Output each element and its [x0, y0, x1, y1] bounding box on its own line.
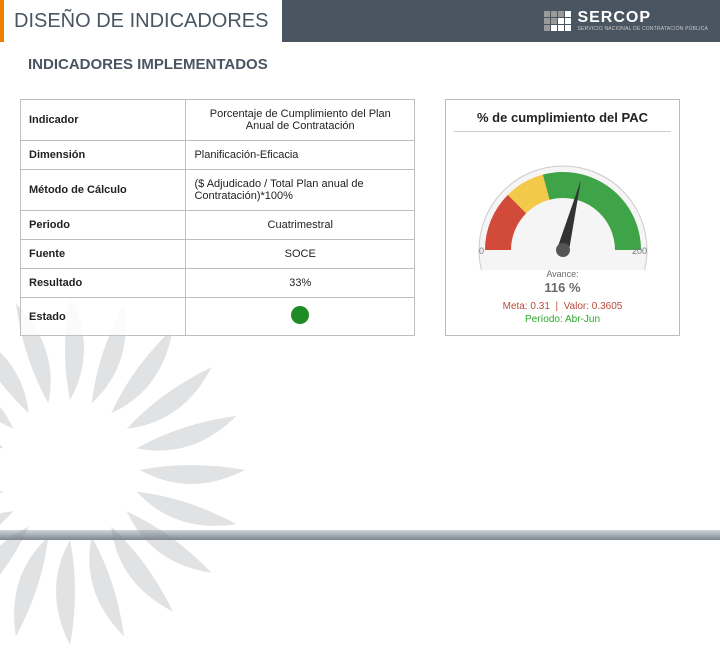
cell-value: SOCE [186, 240, 415, 269]
gauge-icon: 0 200 [463, 140, 663, 270]
logo: SERCOP SERVICIO NACIONAL DE CONTRATACIÓN… [544, 10, 720, 32]
cell-value-status [186, 298, 415, 336]
cell-label: Fuente [21, 240, 186, 269]
svg-text:200: 200 [631, 246, 646, 256]
divider [454, 131, 671, 132]
table-row: Fuente SOCE [21, 240, 415, 269]
cell-value: Porcentaje de Cumplimiento del Plan Anua… [186, 100, 415, 141]
cell-value: ($ Adjudicado / Total Plan anual de Cont… [186, 170, 415, 211]
gauge-avance-value: 116 % [446, 280, 679, 295]
cell-label: Resultado [21, 269, 186, 298]
logo-icon [544, 11, 571, 31]
meta-label: Meta: [503, 301, 528, 312]
content-area: Indicador Porcentaje de Cumplimiento del… [0, 73, 720, 336]
period-value: Abr-Jun [565, 314, 600, 325]
gauge-title: % de cumplimiento del PAC [446, 100, 679, 131]
valor-label: Valor: [564, 301, 589, 312]
period-prefix: Período: [525, 314, 563, 325]
header-bar: DISEÑO DE INDICADORES SERCOP SERVICIO NA… [0, 0, 720, 42]
page-title: DISEÑO DE INDICADORES [0, 0, 282, 42]
logo-text: SERCOP [577, 10, 708, 26]
table-row: Dimensión Planificación-Eficacia [21, 141, 415, 170]
cell-label: Estado [21, 298, 186, 336]
logo-subtext: SERVICIO NACIONAL DE CONTRATACIÓN PÚBLIC… [577, 26, 708, 32]
svg-text:0: 0 [479, 246, 484, 256]
indicator-table-wrap: Indicador Porcentaje de Cumplimiento del… [20, 99, 415, 336]
logo-text-wrap: SERCOP SERVICIO NACIONAL DE CONTRATACIÓN… [577, 10, 708, 32]
gauge-meta-line: Meta: 0.31 | Valor: 0.3605 [446, 301, 679, 312]
gauge-period: Período: Abr-Jun [446, 314, 679, 325]
section-subtitle: INDICADORES IMPLEMENTADOS [0, 42, 720, 73]
background-decoration-icon [0, 280, 260, 660]
meta-value: 0.31 [530, 301, 549, 312]
valor-value: 0.3605 [592, 301, 623, 312]
gauge-chart: 0 200 [446, 140, 679, 275]
table-row: Indicador Porcentaje de Cumplimiento del… [21, 100, 415, 141]
indicator-table: Indicador Porcentaje de Cumplimiento del… [20, 99, 415, 336]
cell-label: Indicador [21, 100, 186, 141]
cell-value: Planificación-Eficacia [186, 141, 415, 170]
cell-value: 33% [186, 269, 415, 298]
table-row: Periodo Cuatrimestral [21, 211, 415, 240]
cell-value: Cuatrimestral [186, 211, 415, 240]
table-row: Método de Cálculo ($ Adjudicado / Total … [21, 170, 415, 211]
table-row: Resultado 33% [21, 269, 415, 298]
status-dot-icon [291, 306, 309, 324]
gauge-panel: % de cumplimiento del PAC 0200 Avance: 1… [445, 99, 680, 336]
cell-label: Método de Cálculo [21, 170, 186, 211]
cell-label: Dimensión [21, 141, 186, 170]
table-row-estado: Estado [21, 298, 415, 336]
cell-label: Periodo [21, 211, 186, 240]
